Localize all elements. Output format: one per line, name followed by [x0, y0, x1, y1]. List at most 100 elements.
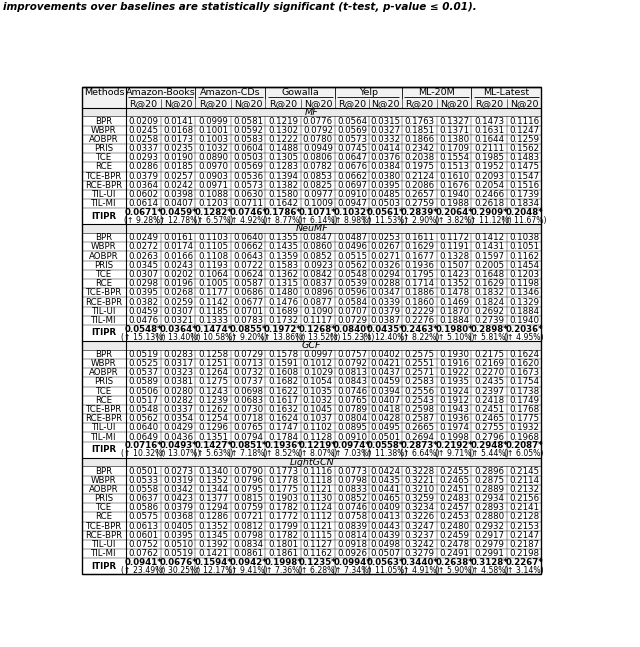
- Text: 0.0718: 0.0718: [233, 414, 263, 423]
- Text: 0.2873*: 0.2873*: [401, 441, 438, 450]
- Text: Amazon-Books: Amazon-Books: [125, 89, 195, 97]
- Text: LightGCN: LightGCN: [289, 457, 334, 466]
- Text: 0.1974: 0.1974: [439, 423, 469, 432]
- Text: 0.2455: 0.2455: [439, 466, 469, 476]
- Text: 0.0630: 0.0630: [233, 190, 263, 199]
- Text: 0.0414: 0.0414: [371, 144, 401, 153]
- Text: 0.0573: 0.0573: [233, 181, 263, 190]
- Text: 0.1219*: 0.1219*: [299, 441, 337, 450]
- Text: (↑ 13.52%): (↑ 13.52%): [296, 333, 340, 342]
- Text: 0.0861: 0.0861: [233, 549, 263, 558]
- Text: 0.0168: 0.0168: [163, 126, 193, 135]
- Text: 0.0757: 0.0757: [337, 350, 367, 359]
- Text: (↑ 4.95%): (↑ 4.95%): [504, 333, 544, 342]
- Text: RCE-BPR: RCE-BPR: [86, 181, 123, 190]
- Text: (↑ 13.40%): (↑ 13.40%): [156, 333, 201, 342]
- Text: 0.0910: 0.0910: [337, 433, 367, 441]
- Text: 0.2397: 0.2397: [474, 387, 504, 395]
- Text: (↑ 10.32%): (↑ 10.32%): [122, 450, 166, 458]
- Text: 0.1480: 0.1480: [268, 289, 298, 298]
- Text: 0.2575: 0.2575: [404, 350, 435, 359]
- Text: 0.2451: 0.2451: [474, 405, 504, 414]
- Text: 0.0443: 0.0443: [371, 521, 401, 531]
- Text: 0.0971: 0.0971: [198, 181, 228, 190]
- Text: 0.0423: 0.0423: [163, 494, 193, 503]
- Text: 0.2064*: 0.2064*: [435, 208, 473, 217]
- Text: 0.0624: 0.0624: [233, 270, 263, 279]
- Text: 0.2543: 0.2543: [404, 396, 435, 405]
- Text: 0.0424: 0.0424: [371, 466, 401, 476]
- Text: ITIPR: ITIPR: [92, 445, 116, 454]
- Text: 0.0282: 0.0282: [163, 396, 193, 405]
- Text: TCE: TCE: [96, 270, 112, 279]
- Text: 0.0485: 0.0485: [371, 190, 401, 199]
- Text: 0.0662: 0.0662: [337, 171, 367, 181]
- Text: 0.0258: 0.0258: [129, 135, 159, 144]
- Text: 0.3234: 0.3234: [404, 503, 435, 512]
- Text: 0.1162: 0.1162: [509, 252, 539, 261]
- Text: 0.1117: 0.1117: [303, 316, 333, 325]
- Text: 0.0746*: 0.0746*: [229, 208, 267, 217]
- Text: 0.1611: 0.1611: [404, 233, 435, 242]
- Text: Methods: Methods: [84, 89, 124, 97]
- Text: 0.0407: 0.0407: [163, 199, 193, 208]
- Text: (↑ 13.07%): (↑ 13.07%): [156, 450, 200, 458]
- Text: 0.0569: 0.0569: [233, 162, 263, 171]
- Text: 0.2147: 0.2147: [509, 531, 539, 540]
- Text: 0.0745: 0.0745: [337, 144, 367, 153]
- Text: (↑ 5.44%): (↑ 5.44%): [469, 450, 509, 458]
- Text: 0.0286: 0.0286: [129, 162, 159, 171]
- Text: R@20: R@20: [269, 99, 297, 108]
- Text: (↑ 6.64%): (↑ 6.64%): [400, 450, 439, 458]
- Text: 0.0806: 0.0806: [303, 153, 333, 162]
- Text: TCE-BPR: TCE-BPR: [86, 405, 122, 414]
- Text: 0.0697: 0.0697: [337, 181, 367, 190]
- Text: (↑ 4.58%): (↑ 4.58%): [470, 566, 509, 575]
- Text: 0.2480: 0.2480: [439, 521, 469, 531]
- Text: 0.0592: 0.0592: [233, 126, 263, 135]
- Text: (↑ 3.14%): (↑ 3.14%): [504, 566, 544, 575]
- Text: 0.0323: 0.0323: [163, 368, 193, 377]
- Text: 0.1435: 0.1435: [268, 243, 298, 252]
- Text: 0.2132: 0.2132: [509, 485, 539, 494]
- Text: 0.0795: 0.0795: [233, 485, 263, 494]
- Text: 0.0716*: 0.0716*: [125, 441, 163, 450]
- Text: 0.2463*: 0.2463*: [401, 325, 438, 334]
- Text: PRIS: PRIS: [95, 377, 113, 386]
- Text: 0.2187: 0.2187: [509, 540, 539, 549]
- Text: 0.2465: 0.2465: [474, 414, 504, 423]
- Text: 0.1677: 0.1677: [404, 252, 435, 261]
- Text: (↑ 11.67%): (↑ 11.67%): [502, 216, 547, 225]
- Text: 0.1035: 0.1035: [303, 387, 333, 395]
- Text: 0.0602: 0.0602: [129, 190, 159, 199]
- Text: 0.1749: 0.1749: [509, 396, 539, 405]
- Text: GCF: GCF: [302, 341, 321, 350]
- Text: 0.0686: 0.0686: [233, 289, 263, 298]
- Text: 0.0792: 0.0792: [303, 126, 333, 135]
- Text: 0.2839*: 0.2839*: [401, 208, 438, 217]
- Text: 0.0379: 0.0379: [129, 171, 159, 181]
- Text: N@20: N@20: [371, 99, 399, 108]
- Text: 0.1985: 0.1985: [474, 153, 504, 162]
- Text: 0.1327: 0.1327: [439, 116, 469, 126]
- Text: 0.0315: 0.0315: [371, 116, 401, 126]
- Text: 0.1968: 0.1968: [509, 433, 539, 441]
- Text: 0.1423: 0.1423: [439, 270, 469, 279]
- Text: 0.0515: 0.0515: [337, 252, 367, 261]
- Text: 0.0999: 0.0999: [198, 116, 228, 126]
- Text: (↑ 11.53%): (↑ 11.53%): [363, 216, 408, 225]
- Text: 0.1352: 0.1352: [439, 279, 469, 288]
- Text: 0.1359: 0.1359: [268, 252, 298, 261]
- Text: 0.0267: 0.0267: [371, 243, 401, 252]
- Text: 0.0510: 0.0510: [163, 540, 193, 549]
- Text: 0.1302: 0.1302: [268, 126, 298, 135]
- Text: 0.0815: 0.0815: [233, 494, 263, 503]
- Text: 0.0459: 0.0459: [129, 307, 159, 316]
- Text: 0.1071*: 0.1071*: [299, 208, 337, 217]
- Text: 0.2038: 0.2038: [404, 153, 435, 162]
- Text: 0.1130: 0.1130: [303, 494, 333, 503]
- Text: 0.0271: 0.0271: [371, 252, 401, 261]
- Text: 0.2124: 0.2124: [404, 171, 435, 181]
- Text: 0.0402: 0.0402: [371, 350, 401, 359]
- Text: 0.1714: 0.1714: [404, 279, 435, 288]
